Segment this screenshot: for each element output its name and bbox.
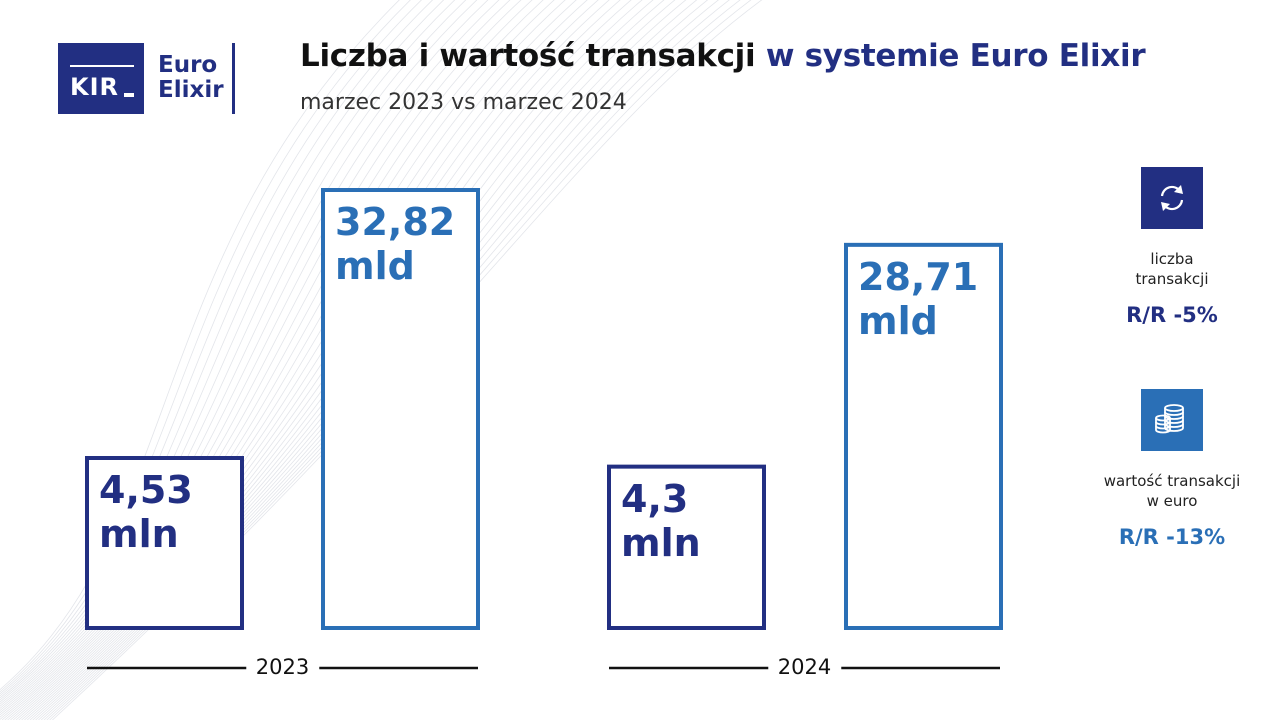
kir-logo-underscore (124, 93, 134, 97)
kpi-value: wartość transakcji w euro R/R -13% (1100, 389, 1244, 549)
background-line (0, 0, 423, 695)
bar-data-label: 32,82 mld (335, 200, 456, 288)
bar-liczba-transakcji-2023 (85, 456, 244, 630)
kpi-value-label-2: w euro (1146, 492, 1198, 510)
title-part-1: Liczba i wartość transakcji (300, 38, 756, 74)
background-line (0, 0, 456, 701)
kpi-count-label: liczba transakcji (1100, 249, 1244, 289)
logo-line-2: Elixir (158, 77, 224, 103)
kir-logo-line (70, 65, 134, 67)
coins-icon (1141, 389, 1203, 451)
logo-separator (232, 43, 235, 114)
background-line (0, 0, 445, 699)
kpi-count-value: R/R -5% (1126, 303, 1218, 327)
bar-wartość-transakcji-w-euro-2024 (844, 242, 1003, 630)
euro-elixir-logo-text: Euro Elixir (158, 53, 224, 103)
category-label: 2024 (767, 655, 842, 679)
background-line (0, 0, 412, 693)
background-line (0, 0, 478, 705)
kpi-value-label: wartość transakcji w euro (1100, 471, 1244, 511)
bar-data-label: 4,3 mln (621, 476, 701, 565)
kir-logo-box: KIR (58, 43, 144, 114)
page-title: Liczba i wartość transakcji w systemie E… (300, 38, 1146, 74)
title-part-2: w systemie Euro Elixir (765, 38, 1146, 74)
kir-logo-text: KIR (70, 73, 120, 101)
kpi-count: liczba transakcji R/R -5% (1100, 167, 1244, 327)
kpi-value-label-1: wartość transakcji (1103, 472, 1241, 490)
category-label: 2023 (245, 655, 320, 679)
page-subtitle: marzec 2023 vs marzec 2024 (300, 90, 627, 115)
bar-liczba-transakcji-2024 (607, 464, 766, 630)
kpi-count-label-2: transakcji (1135, 270, 1209, 288)
kpi-count-label-1: liczba (1150, 250, 1194, 268)
kpi-value-value: R/R -13% (1118, 525, 1226, 549)
background-line (0, 0, 434, 697)
logo-line-1: Euro (158, 52, 218, 78)
refresh-icon (1141, 167, 1203, 229)
background-line (0, 0, 467, 703)
bar-data-label: 28,71 mld (858, 254, 979, 343)
bar-wartość-transakcji-w-euro-2023 (321, 188, 480, 630)
background-line (0, 0, 401, 691)
bar-data-label: 4,53 mln (99, 468, 193, 556)
